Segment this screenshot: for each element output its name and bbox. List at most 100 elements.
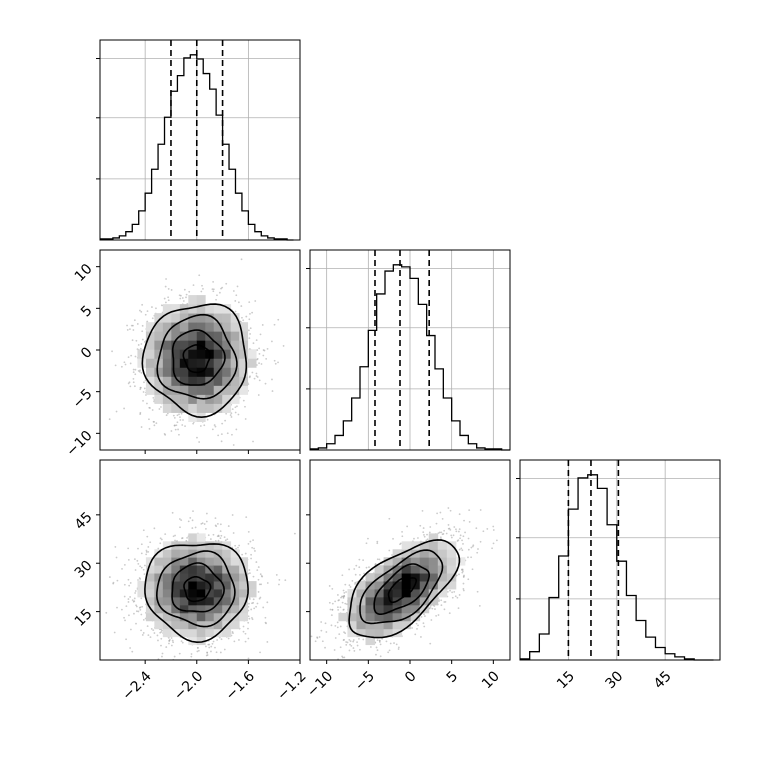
scatter-point <box>256 602 259 605</box>
scatter-point <box>251 371 254 374</box>
density-cell <box>196 604 206 614</box>
scatter-point <box>282 345 285 347</box>
scatter-point <box>108 576 111 578</box>
scatter-point <box>136 323 139 325</box>
scatter-point <box>378 558 381 561</box>
scatter-point <box>438 599 440 601</box>
density-cell <box>162 304 172 314</box>
scatter-point <box>458 513 461 516</box>
scatter-point <box>146 310 149 313</box>
scatter-point <box>425 539 428 542</box>
scatter-point <box>213 424 216 426</box>
scatter-point <box>472 544 475 547</box>
scatter-point <box>173 655 176 658</box>
scatter-point <box>130 628 132 631</box>
scatter-point <box>153 527 156 530</box>
scatter-point <box>467 556 469 559</box>
density-cell <box>145 596 155 606</box>
scatter-point <box>180 412 183 415</box>
density-cell <box>222 394 232 404</box>
scatter-point <box>378 641 381 643</box>
scatter-point <box>244 552 247 555</box>
density-cell <box>205 313 215 323</box>
scatter-point <box>139 388 142 391</box>
scatter-point <box>258 583 261 586</box>
density-cell <box>239 557 249 566</box>
density-cell <box>230 358 240 368</box>
scatter-point <box>365 542 368 545</box>
scatter-point <box>253 377 256 380</box>
scatter-point <box>218 636 221 639</box>
scatter-point <box>374 563 377 565</box>
density-cell <box>154 313 164 323</box>
scatter-point <box>252 539 254 542</box>
scatter-point <box>234 544 237 547</box>
scatter-point <box>131 339 134 342</box>
density-cell <box>171 573 181 582</box>
scatter-point <box>121 567 123 570</box>
scatter-point <box>447 507 450 509</box>
scatter-point <box>127 601 130 603</box>
scatter-point <box>155 307 157 310</box>
scatter-point <box>255 561 258 563</box>
scatter-point <box>356 641 358 644</box>
scatter-point <box>134 569 137 571</box>
density-cell <box>179 385 189 395</box>
scatter-point <box>457 530 460 533</box>
density-cell <box>213 376 223 386</box>
scatter-point <box>123 407 125 410</box>
density-cell <box>205 628 215 638</box>
density-cell <box>162 367 172 377</box>
density-cell <box>179 394 189 404</box>
scatter-point <box>142 619 145 621</box>
scatter-point <box>256 349 259 351</box>
scatter-point <box>336 626 339 629</box>
density-cell <box>188 313 198 323</box>
scatter-point <box>354 573 357 576</box>
scatter-point <box>221 286 224 289</box>
density-cell <box>213 541 223 550</box>
scatter-point <box>376 542 379 545</box>
scatter-point <box>447 524 450 526</box>
scatter-point <box>266 582 269 584</box>
density-cell <box>230 596 240 606</box>
scatter-point <box>123 564 126 566</box>
density-cell <box>196 636 206 646</box>
density-cell <box>213 304 223 314</box>
scatter-point <box>241 316 243 319</box>
x-tick-label: −1.2 <box>274 668 309 703</box>
scatter-point <box>132 329 135 331</box>
density-cell <box>205 596 215 606</box>
scatter-point <box>132 324 134 327</box>
density-cell <box>179 573 189 582</box>
scatter-point <box>200 290 203 293</box>
scatter-point <box>208 646 211 649</box>
scatter-point <box>385 640 388 643</box>
scatter-point <box>262 606 265 609</box>
scatter-point <box>468 509 471 512</box>
scatter-point <box>235 547 237 550</box>
scatter-point <box>186 536 188 539</box>
density-cell <box>171 304 181 314</box>
density-cell <box>419 541 430 550</box>
scatter-point <box>448 527 451 530</box>
density-cell <box>419 557 430 566</box>
density-cell <box>222 304 232 314</box>
scatter-point <box>260 583 262 586</box>
scatter-point <box>419 524 422 527</box>
scatter-point <box>349 586 352 588</box>
density-cell <box>213 589 223 598</box>
scatter-point <box>196 436 198 439</box>
scatter-point <box>152 420 155 423</box>
scatter-point <box>141 324 144 327</box>
density-cell <box>188 295 198 305</box>
scatter-point <box>190 653 193 655</box>
density-cell <box>222 581 232 590</box>
contour-line-1 <box>171 329 226 386</box>
density-cell <box>154 340 164 350</box>
scatter-point <box>250 557 252 560</box>
scatter-point <box>172 641 175 644</box>
density-cell <box>196 304 206 314</box>
histogram-panel-1 <box>306 249 511 451</box>
density-cell <box>154 604 164 614</box>
